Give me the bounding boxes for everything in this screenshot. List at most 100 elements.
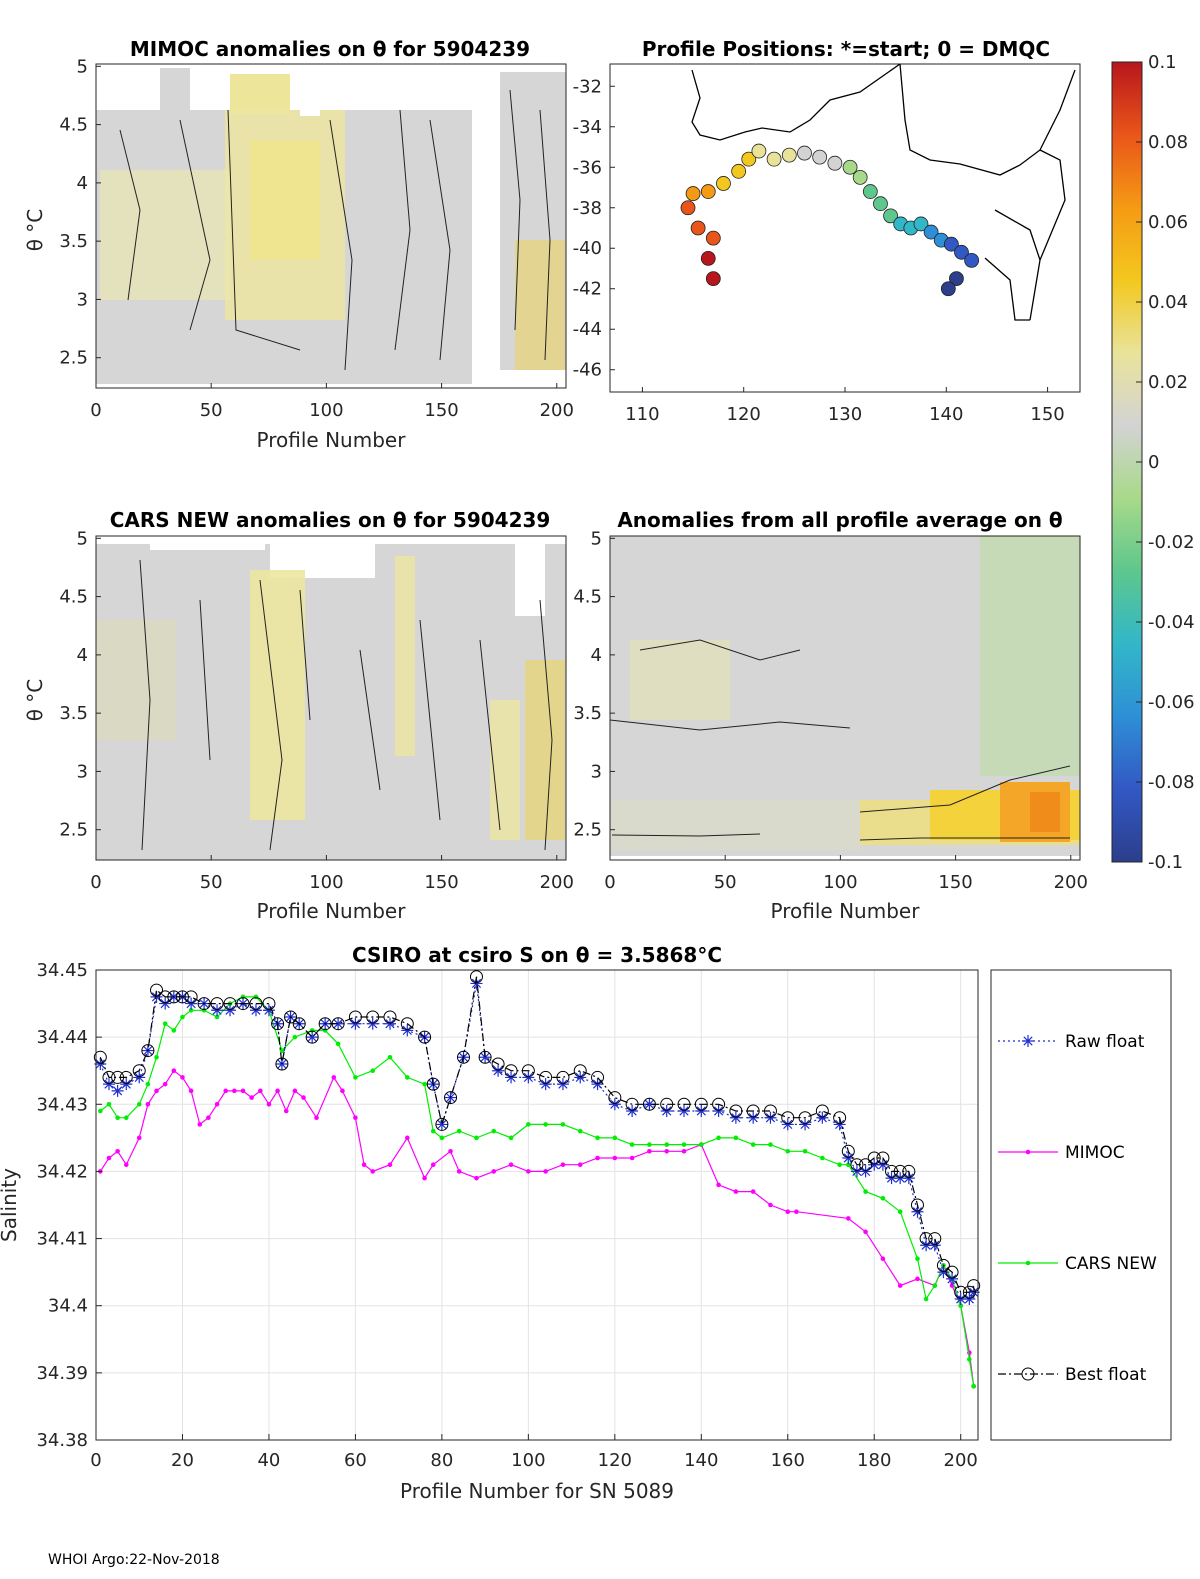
- chart-y-ticks: 34.45 34.44 34.43 34.42 34.41 34.4 34.39 34.38: [36, 960, 102, 1451]
- data-point: [275, 1088, 280, 1094]
- chart-x-ticks: 0 20 40 60 80 100 120 140 160 180 200: [90, 1434, 978, 1471]
- data-point: [677, 1097, 691, 1111]
- legend-label: Best float: [1065, 1365, 1147, 1385]
- data-point: [733, 1135, 739, 1141]
- chart-axes-box: [95, 969, 979, 1441]
- y-tick-label: 4.5: [573, 587, 602, 608]
- data-point: [162, 1021, 168, 1027]
- data-point: [560, 1162, 566, 1168]
- data-point: [430, 1162, 436, 1168]
- data-point: [595, 1135, 600, 1141]
- data-point: [383, 1010, 397, 1024]
- map-y-ticks: -32 -34 -36 -38 -40 -42 -44 -46: [573, 76, 615, 381]
- data-point: [271, 1017, 285, 1031]
- data-point: [145, 1081, 151, 1087]
- data-point: [492, 1064, 505, 1077]
- data-point: [111, 1084, 124, 1097]
- x-tick-label: 100: [309, 872, 343, 893]
- data-point: [681, 1148, 687, 1154]
- data-point: [573, 1064, 587, 1078]
- cars-panel-title: CARS NEW anomalies on θ for 5904239: [110, 508, 551, 532]
- data-point: [470, 977, 483, 990]
- data-point: [695, 1105, 708, 1117]
- legend-item: Best float: [998, 1365, 1147, 1385]
- track-marker: [741, 151, 757, 167]
- colorbar-tick-label: -0.04: [1148, 612, 1195, 633]
- data-point: [401, 1024, 414, 1037]
- track-marker: [949, 271, 964, 287]
- data-point: [435, 1117, 449, 1131]
- data-point: [785, 1148, 791, 1154]
- data-point: [136, 1101, 142, 1107]
- data-point: [422, 1081, 427, 1087]
- data-point: [188, 1007, 194, 1013]
- data-point: [963, 1293, 976, 1305]
- data-point: [474, 1135, 479, 1141]
- data-point: [915, 1276, 920, 1282]
- data-point: [175, 990, 189, 1004]
- mimoc-anomaly-panel: MIMOC anomalies on θ for 5904239 0 50 100 1…: [23, 37, 574, 452]
- mimoc-panel-title: MIMOC anomalies on θ for 5904239: [130, 37, 530, 61]
- colorbar: 0.1 0.08 0.06 0.04 0.02 0 -0.02 -0.04 -0.06 -0.08…: [1111, 52, 1195, 873]
- mimoc-y-ticks: 5 4.5 4 3.5 3 2.5: [59, 56, 101, 369]
- cars-y-ticks: 5 4.5 4 3.5 3 2.5: [59, 528, 101, 841]
- x-tick-label: 0: [604, 872, 615, 893]
- data-point: [716, 1182, 721, 1188]
- legend-swatch-marker: [1022, 1035, 1034, 1047]
- data-point: [920, 1239, 933, 1252]
- data-point: [863, 1229, 868, 1235]
- data-point: [491, 1057, 505, 1071]
- data-point: [712, 1105, 725, 1117]
- track-marker: [685, 186, 701, 201]
- x-tick-label: 140: [929, 404, 963, 425]
- x-tick-label: 0: [90, 872, 101, 893]
- data-point: [880, 1256, 886, 1262]
- data-point: [859, 1158, 873, 1172]
- data-point: [842, 1152, 855, 1164]
- x-tick-label: 120: [598, 1450, 632, 1471]
- data-point: [435, 1118, 448, 1131]
- data-point: [799, 1118, 812, 1131]
- data-point: [223, 1088, 229, 1094]
- data-point: [206, 1115, 211, 1121]
- data-point: [897, 1283, 903, 1288]
- data-point: [850, 1165, 863, 1178]
- data-point: [141, 1044, 155, 1058]
- data-point: [145, 1101, 151, 1107]
- data-point: [664, 1142, 670, 1147]
- data-point: [150, 983, 164, 997]
- data-point: [928, 1239, 941, 1252]
- y-tick-label: 34.45: [36, 960, 88, 981]
- x-tick-label: 150: [424, 872, 458, 893]
- data-point: [418, 1030, 432, 1044]
- data-point: [915, 1256, 920, 1262]
- data-point: [132, 1064, 146, 1078]
- series-mimoc: [98, 1068, 976, 1389]
- data-point: [404, 1135, 410, 1141]
- data-point: [214, 1101, 220, 1107]
- data-point: [643, 1098, 656, 1111]
- data-point: [833, 1118, 846, 1131]
- data-point: [301, 1095, 306, 1100]
- data-point: [967, 1279, 981, 1293]
- y-tick-label: -38: [573, 198, 602, 219]
- data-point: [967, 1286, 980, 1299]
- y-tick-label: 2.5: [573, 820, 602, 841]
- data-point: [560, 1122, 566, 1127]
- track-marker: [862, 184, 878, 199]
- data-point: [577, 1128, 583, 1134]
- data-point: [422, 1175, 427, 1181]
- data-point: [647, 1148, 652, 1154]
- track-marker: [690, 220, 706, 236]
- data-point: [612, 1135, 618, 1141]
- data-point: [456, 1169, 462, 1174]
- cars-axes-box: [95, 535, 567, 861]
- data-point: [837, 1162, 842, 1168]
- data-point: [284, 1010, 298, 1024]
- x-tick-label: 0: [90, 400, 101, 421]
- legend-item: Raw float: [998, 1032, 1145, 1052]
- x-tick-label: 200: [540, 400, 574, 421]
- data-point: [885, 1164, 899, 1178]
- data-point: [543, 1169, 548, 1174]
- data-point: [893, 1164, 907, 1178]
